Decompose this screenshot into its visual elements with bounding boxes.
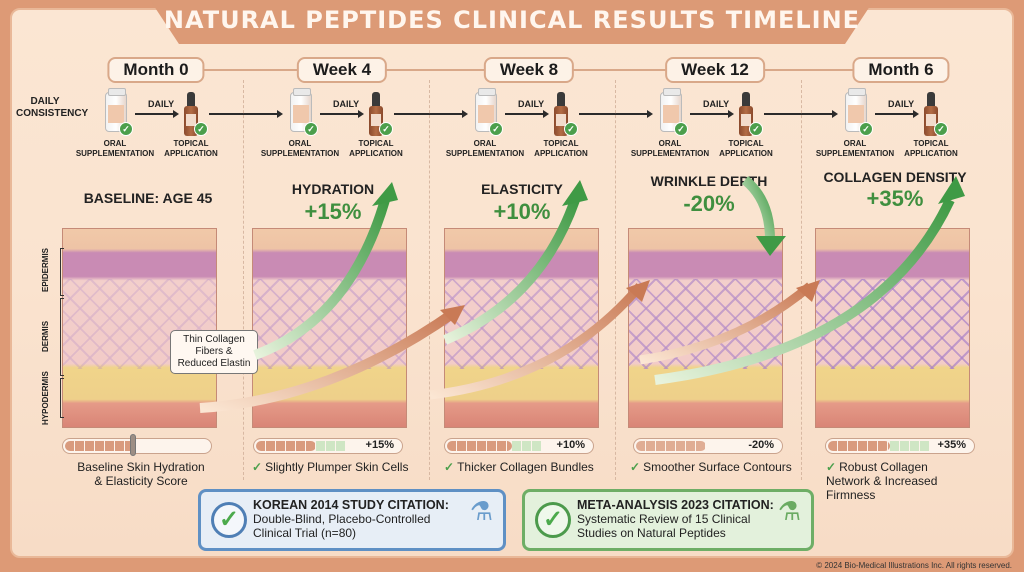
skin-cross-section-week-4 — [252, 228, 407, 428]
skin-cross-section-week-8 — [444, 228, 599, 428]
arrow-right-icon — [764, 110, 838, 117]
check-icon: ✓ — [379, 122, 393, 136]
citation-korean-2014: ✓ KOREAN 2014 STUDY CITATION: Double-Bli… — [198, 489, 506, 551]
arrow-right-icon — [320, 110, 364, 117]
metric-title-wrinkle-depth: WRINKLE DEPTH — [650, 173, 768, 189]
metric-value-wrinkle-depth: -20% — [683, 191, 735, 216]
divider — [801, 80, 802, 480]
stage-label-month-6: Month 6 — [852, 57, 950, 83]
daily-consistency-label: DAILY CONSISTENCY — [16, 96, 89, 119]
check-circle-icon: ✓ — [252, 460, 263, 474]
hypodermis-bracket — [60, 378, 64, 418]
arrow-right-icon — [690, 110, 734, 117]
metric-title-hydration: HYDRATION — [291, 181, 375, 197]
skin-cross-section-week-12 — [628, 228, 783, 428]
divider — [615, 80, 616, 480]
epidermis-label: EPIDERMIS — [41, 247, 50, 292]
caption-week-12: ✓ Smoother Surface Contours — [630, 460, 792, 474]
stage-label-week-8: Week 8 — [483, 57, 575, 83]
check-circle-icon: ✓ — [630, 460, 641, 474]
metric-value-hydration: +15% — [304, 199, 362, 224]
epidermis-bracket — [60, 248, 64, 296]
baseline-title: BASELINE: AGE 45 — [83, 190, 213, 206]
citation-meta-analysis-2023: ✓ META-ANALYSIS 2023 CITATION: Systemati… — [522, 489, 814, 551]
skin-cross-section-baseline — [62, 228, 217, 428]
caption-week-8: ✓ Thicker Collagen Bundles — [444, 460, 594, 474]
arrow-right-icon — [394, 110, 468, 117]
check-circle-icon: ✓ — [211, 502, 247, 538]
copyright: © 2024 Bio-Medical Illustrations Inc. Al… — [816, 561, 1012, 570]
dermis-bracket — [60, 298, 64, 376]
check-icon: ✓ — [489, 122, 503, 136]
caption-baseline: Baseline Skin Hydration & Elasticity Sco… — [77, 460, 205, 488]
score-bar-week-4: +15% — [253, 438, 403, 454]
arrow-right-icon — [209, 110, 283, 117]
check-icon: ✓ — [934, 122, 948, 136]
check-icon: ✓ — [564, 122, 578, 136]
lab-flask-magnifier-icon: ⚗ — [777, 496, 801, 526]
page-title: NATURAL PEPTIDES CLINICAL RESULTS TIMELI… — [163, 6, 861, 34]
stage-label-week-4: Week 4 — [296, 57, 388, 83]
arrow-right-icon — [505, 110, 549, 117]
metric-value-collagen-density: +35% — [866, 186, 924, 211]
check-icon: ✓ — [119, 122, 133, 136]
metric-title-elasticity: ELASTICITY — [481, 181, 563, 197]
check-circle-icon: ✓ — [826, 460, 837, 474]
score-bar-month-6: +35% — [825, 438, 975, 454]
check-icon: ✓ — [674, 122, 688, 136]
score-bar-week-12: -20% — [633, 438, 783, 454]
metric-title-collagen-density: COLLAGEN DENSITY — [823, 169, 967, 185]
lab-flask-magnifier-icon: ⚗ — [469, 496, 493, 526]
title-banner — [150, 0, 874, 44]
check-icon: ✓ — [749, 122, 763, 136]
score-bar-week-8: +10% — [444, 438, 594, 454]
divider — [429, 80, 430, 480]
dermis-label: DERMIS — [41, 320, 50, 352]
oral-supplement-bottle-icon — [660, 88, 682, 132]
skin-cross-section-month-6 — [815, 228, 970, 428]
caption-month-6: ✓ Robust Collagen Network & Increased Fir… — [826, 460, 938, 502]
metric-value-elasticity: +10% — [493, 199, 551, 224]
collagen-callout: Thin Collagen Fibers & Reduced Elastin — [170, 330, 258, 374]
check-icon: ✓ — [304, 122, 318, 136]
hypodermis-label: HYPODERMIS — [41, 371, 50, 425]
divider — [243, 80, 244, 480]
stage-label-week-12: Week 12 — [665, 57, 765, 83]
arrow-right-icon — [135, 110, 179, 117]
score-marker — [130, 434, 136, 456]
check-circle-icon: ✓ — [535, 502, 571, 538]
score-bar-baseline — [62, 438, 212, 454]
check-icon: ✓ — [194, 122, 208, 136]
caption-week-4: ✓ Slightly Plumper Skin Cells — [252, 460, 409, 474]
arrow-right-icon — [875, 110, 919, 117]
stage-label-month-0: Month 0 — [107, 57, 205, 83]
check-circle-icon: ✓ — [444, 460, 455, 474]
check-icon: ✓ — [859, 122, 873, 136]
